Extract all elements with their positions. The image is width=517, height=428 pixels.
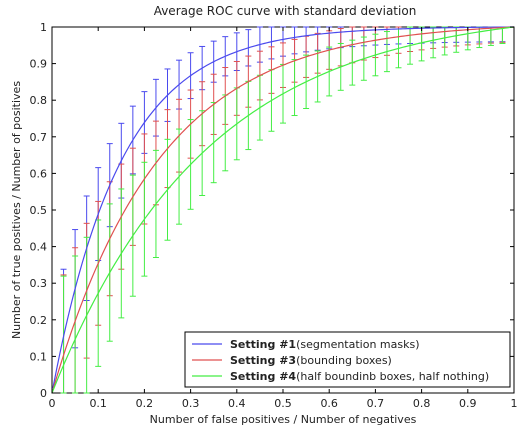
series-line-3 [51, 26, 515, 394]
legend-label-3: Setting #4(half boundinb boxes, half not… [230, 370, 489, 383]
y-tick-label: 0.7 [30, 131, 48, 144]
x-tick-label: 0.7 [367, 397, 385, 410]
x-tick-label: 0.8 [413, 397, 431, 410]
legend-label-1: Setting #1(segmentation masks) [230, 338, 420, 351]
y-tick-label: 0.9 [30, 58, 48, 71]
y-tick-label: 0.8 [30, 94, 48, 107]
chart-title: Average ROC curve with standard deviatio… [154, 4, 417, 18]
y-axis-label: Number of true positives / Number of pos… [10, 81, 23, 339]
y-tick-label: 0.1 [30, 350, 48, 363]
y-tick-label: 0.2 [30, 314, 48, 327]
roc-curves [51, 26, 515, 394]
x-tick-label: 0 [49, 397, 56, 410]
legend-box [184, 331, 511, 388]
x-tick-label: 0.9 [459, 397, 477, 410]
y-tick-label: 0.3 [30, 277, 48, 290]
x-tick-label: 0.6 [320, 397, 338, 410]
x-axis-label: Number of false positives / Number of ne… [150, 413, 417, 426]
x-tick-label: 0.4 [228, 397, 246, 410]
y-tick-label: 1 [40, 21, 47, 34]
y-tick-label: 0 [40, 387, 47, 400]
y-tick-label: 0.6 [30, 167, 48, 180]
x-tick-label: 0.3 [182, 397, 200, 410]
x-tick-label: 0.5 [274, 397, 292, 410]
y-axis-ticks: 0 0.1 0.2 0.3 0.4 0.5 0.6 0.7 0.8 0.9 1 [30, 21, 514, 400]
legend-label-2: Setting #3(bounding boxes) [230, 354, 392, 367]
series-line-2 [51, 26, 515, 394]
x-tick-label: 0.2 [136, 397, 154, 410]
y-tick-label: 0.5 [30, 204, 48, 217]
x-tick-label: 1 [511, 397, 517, 410]
legend: Setting #1(segmentation masks) Setting #3… [184, 331, 511, 388]
x-axis-ticks: 0 0.1 0.2 0.3 0.4 0.5 0.6 0.7 0.8 0.9 1 [49, 27, 517, 410]
x-tick-label: 0.1 [89, 397, 107, 410]
series-line-1 [51, 26, 515, 394]
y-tick-label: 0.4 [30, 241, 48, 254]
